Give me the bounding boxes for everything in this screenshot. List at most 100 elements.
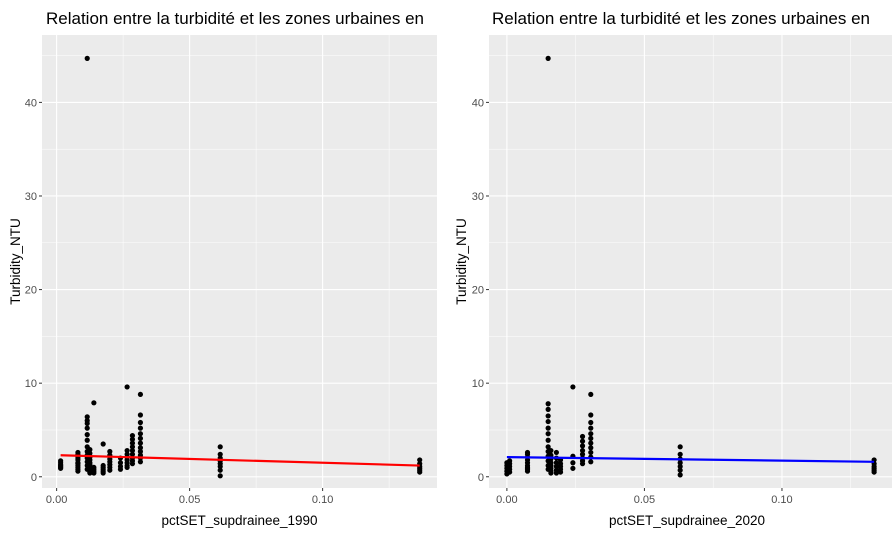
data-point xyxy=(75,461,81,467)
data-point xyxy=(137,435,144,441)
data-point xyxy=(217,467,223,473)
data-point xyxy=(217,451,223,457)
grid-lines xyxy=(489,35,892,488)
x-tick-label: 0.05 xyxy=(634,494,655,506)
data-point xyxy=(84,55,90,61)
x-tick-label: 0.00 xyxy=(46,494,67,506)
data-point xyxy=(129,432,136,439)
data-point xyxy=(137,459,144,465)
data-point xyxy=(553,463,559,470)
data-point xyxy=(507,458,513,464)
x-axis: 0.00 0.05 0.10 xyxy=(496,488,793,506)
x-tick-label: 0.10 xyxy=(312,494,333,506)
data-point xyxy=(677,444,683,450)
data-point xyxy=(677,463,683,470)
data-point xyxy=(100,441,106,447)
data-point xyxy=(588,412,594,418)
data-point xyxy=(545,55,551,61)
data-point xyxy=(129,447,136,454)
data-point xyxy=(545,401,551,407)
data-point xyxy=(548,447,554,454)
data-point xyxy=(548,470,554,476)
x-tick-label: 0.05 xyxy=(179,494,200,506)
y-axis: 0 10 20 30 40 xyxy=(25,97,42,484)
data-point xyxy=(570,384,576,390)
x-axis: 0.00 0.05 0.10 xyxy=(46,488,333,506)
data-point xyxy=(124,464,130,471)
data-point xyxy=(588,425,594,431)
data-point xyxy=(545,418,551,425)
x-tick-label: 0.00 xyxy=(496,494,517,506)
data-point xyxy=(579,438,586,444)
chart-title: Relation entre la turbidité et les zones… xyxy=(492,9,870,28)
data-point xyxy=(588,445,594,451)
data-point xyxy=(417,457,423,463)
data-point xyxy=(217,463,223,470)
data-point xyxy=(84,425,90,431)
data-point xyxy=(570,465,576,471)
regression-line xyxy=(60,454,420,467)
data-point xyxy=(579,461,586,467)
y-tick-label: 40 xyxy=(472,97,484,109)
data-point xyxy=(588,419,594,426)
chart-panel-2020: Relation entre la turbidité et les zones… xyxy=(454,9,892,528)
data-point xyxy=(545,406,551,412)
x-axis-title: pctSET_supdrainee_1990 xyxy=(161,513,317,528)
data-point xyxy=(677,460,683,466)
trend-line xyxy=(506,456,875,463)
data-point xyxy=(588,435,594,441)
data-point xyxy=(588,391,594,398)
x-tick-label: 0.10 xyxy=(771,494,792,506)
data-point xyxy=(58,458,64,464)
data-point xyxy=(677,472,683,478)
plot-area xyxy=(489,35,892,488)
data-point xyxy=(75,449,81,456)
data-point xyxy=(91,400,97,406)
regression-line xyxy=(506,456,875,463)
y-axis: 0 10 20 30 40 xyxy=(472,97,489,484)
data-point xyxy=(91,470,97,476)
data-point xyxy=(579,433,586,440)
data-point xyxy=(588,431,594,437)
trend-line xyxy=(60,454,420,467)
data-point xyxy=(588,440,594,446)
data-point xyxy=(417,469,423,475)
data-point xyxy=(129,440,136,446)
y-tick-label: 0 xyxy=(478,472,484,484)
y-tick-label: 30 xyxy=(472,191,484,203)
data-point xyxy=(129,444,136,450)
data-point xyxy=(553,470,559,476)
data-point xyxy=(579,447,586,454)
data-point xyxy=(677,451,683,457)
data-point xyxy=(87,470,93,476)
data-point xyxy=(137,391,144,398)
y-tick-label: 0 xyxy=(31,472,37,484)
data-point xyxy=(579,451,586,457)
data-point xyxy=(545,431,551,437)
data-point xyxy=(84,414,90,420)
y-tick-label: 40 xyxy=(25,97,37,109)
data-point xyxy=(129,436,136,442)
y-tick-label: 10 xyxy=(472,378,484,390)
data-point xyxy=(553,460,559,466)
data-point xyxy=(137,412,144,418)
data-point xyxy=(524,466,531,472)
data-point xyxy=(570,460,576,466)
data-point xyxy=(545,444,551,450)
data-point xyxy=(87,450,93,456)
data-point xyxy=(129,461,136,467)
data-point xyxy=(124,384,130,390)
y-tick-label: 30 xyxy=(25,191,37,203)
data-point xyxy=(129,451,136,457)
data-point xyxy=(677,467,683,473)
data-point xyxy=(100,470,106,476)
data-point xyxy=(557,469,564,475)
data-point xyxy=(524,449,531,456)
y-axis-title: Turbidity_NTU xyxy=(8,218,23,305)
data-point xyxy=(588,449,594,456)
data-point xyxy=(137,445,144,451)
data-point xyxy=(137,448,144,455)
data-point xyxy=(117,466,124,472)
data-point xyxy=(137,440,144,446)
